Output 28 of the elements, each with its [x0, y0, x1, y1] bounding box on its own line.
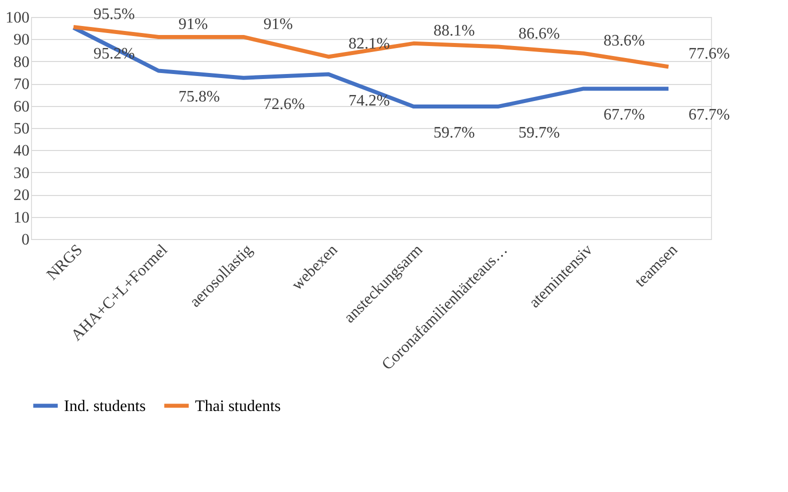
data-label: 91%	[264, 16, 293, 33]
data-label: 59.7%	[434, 124, 475, 142]
legend-label: Ind. students	[64, 398, 146, 415]
data-label: 75.8%	[178, 88, 220, 106]
data-label: 86.6%	[518, 26, 560, 43]
y-tick-label: 70	[14, 76, 30, 94]
data-label: 67.7%	[688, 106, 730, 124]
y-tick-label: 40	[14, 142, 30, 160]
y-tick-label: 20	[14, 187, 30, 204]
y-tick-label: 0	[22, 232, 30, 248]
data-label: 82.1%	[348, 36, 390, 53]
y-tick-label: 60	[14, 98, 30, 116]
legend-label: Thai students	[195, 398, 281, 415]
data-label: 59.7%	[518, 124, 560, 142]
y-tick-label: 10	[14, 209, 30, 226]
data-label: 91%	[178, 16, 208, 33]
data-label: 74.2%	[348, 92, 390, 110]
data-label: 88.1%	[434, 22, 475, 40]
y-tick-label: 80	[14, 54, 30, 71]
data-label: 67.7%	[604, 106, 645, 124]
y-tick-label: 50	[14, 120, 30, 138]
data-label: 83.6%	[604, 32, 645, 50]
data-label: 72.6%	[264, 96, 305, 113]
y-tick-label: 100	[6, 10, 30, 26]
y-tick-label: 30	[14, 164, 30, 182]
data-label: 95.5%	[94, 6, 135, 23]
y-tick-label: 90	[14, 32, 30, 49]
data-label: 77.6%	[688, 46, 730, 63]
